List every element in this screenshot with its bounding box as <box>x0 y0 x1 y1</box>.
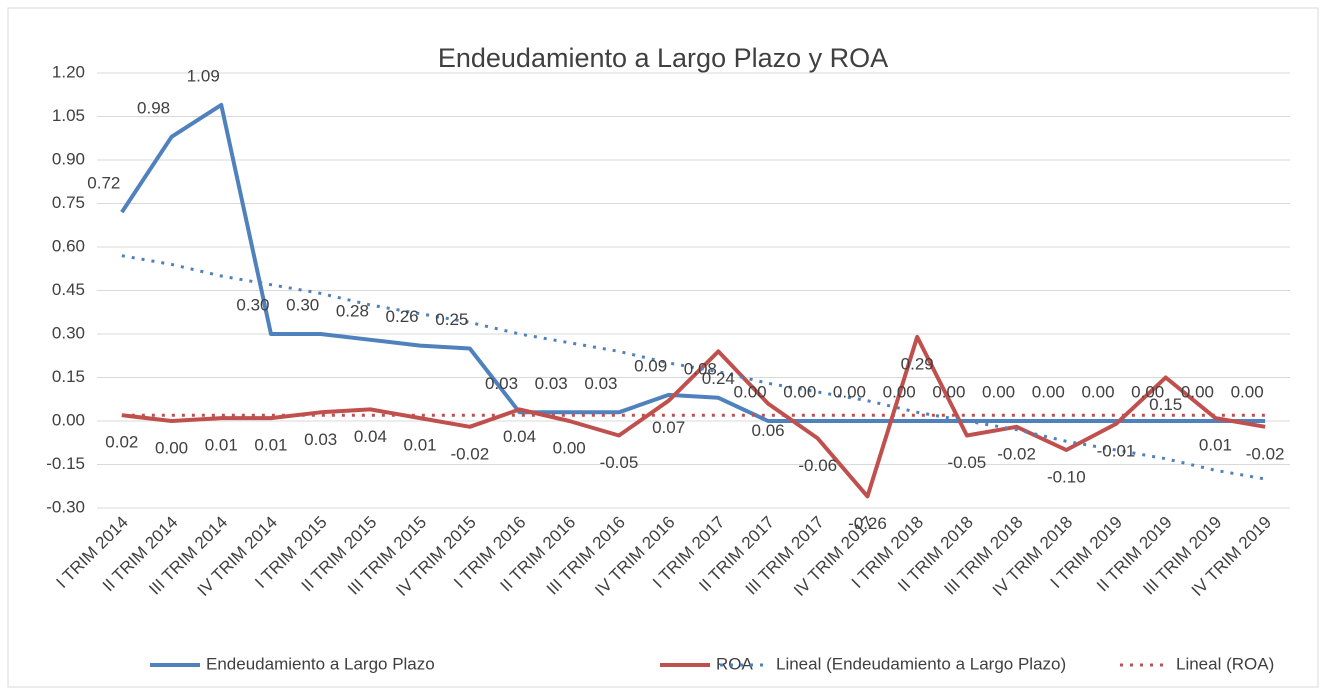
data-label: 0.01 <box>1199 436 1232 455</box>
y-tick-label: 0.45 <box>52 280 85 299</box>
data-label: 0.26 <box>386 307 419 326</box>
data-label: -0.05 <box>600 453 639 472</box>
data-label: -0.02 <box>1246 444 1285 463</box>
data-label: 0.30 <box>286 295 319 314</box>
y-tick-label: 0.00 <box>52 410 85 429</box>
legend-label: Lineal (ROA) <box>1176 654 1274 673</box>
data-label: 0.00 <box>833 382 866 401</box>
data-label: 0.00 <box>1032 382 1065 401</box>
data-label: 0.00 <box>932 382 965 401</box>
data-label: 0.24 <box>702 369 735 388</box>
y-tick-label: 0.60 <box>52 236 85 255</box>
series-line <box>121 334 1266 499</box>
data-label: 0.00 <box>1081 382 1114 401</box>
data-label: -0.02 <box>997 444 1036 463</box>
data-label: -0.26 <box>848 514 887 533</box>
data-label: 0.03 <box>584 374 617 393</box>
data-label: 0.15 <box>1149 395 1182 414</box>
data-label: -0.01 <box>1097 441 1136 460</box>
data-label: 0.03 <box>535 374 568 393</box>
data-label: 0.00 <box>1131 382 1164 401</box>
data-label: 1.09 <box>187 66 220 85</box>
y-tick-label: 1.05 <box>52 106 85 125</box>
y-tick-label: 0.15 <box>52 367 85 386</box>
data-label: 0.07 <box>652 418 685 437</box>
data-label: -0.06 <box>798 456 837 475</box>
data-label: 0.01 <box>404 436 437 455</box>
y-tick-label: 0.75 <box>52 193 85 212</box>
legend-label: Lineal (Endeudamiento a Largo Plazo) <box>776 654 1066 673</box>
y-tick-label: -0.30 <box>46 497 85 516</box>
data-label: 0.00 <box>155 438 188 457</box>
data-label: 0.98 <box>137 98 170 117</box>
y-tick-label: 1.20 <box>52 62 85 81</box>
data-label: 0.00 <box>883 382 916 401</box>
data-label: 0.08 <box>684 359 717 378</box>
data-label: 0.02 <box>105 433 138 452</box>
data-label: -0.05 <box>948 453 987 472</box>
data-label: -0.02 <box>450 444 489 463</box>
y-tick-label: 0.30 <box>52 323 85 342</box>
y-tick-label: -0.15 <box>46 454 85 473</box>
data-label: 0.29 <box>901 354 934 373</box>
data-label: 0.00 <box>1181 382 1214 401</box>
data-label: 0.00 <box>553 438 586 457</box>
chart-title: Endeudamiento a Largo Plazo y ROA <box>438 43 888 73</box>
data-label: 0.06 <box>752 421 785 440</box>
y-tick-label: 0.90 <box>52 149 85 168</box>
trend-line <box>121 254 1266 481</box>
series-line <box>120 102 1266 423</box>
data-label: 0.04 <box>354 427 387 446</box>
data-label: 0.01 <box>254 436 287 455</box>
data-label: 0.00 <box>783 382 816 401</box>
data-label: 0.25 <box>435 310 468 329</box>
data-label: 0.28 <box>336 301 369 320</box>
data-label: 0.09 <box>634 356 667 375</box>
data-label: 0.03 <box>304 430 337 449</box>
data-label: -0.10 <box>1047 467 1086 486</box>
data-label: 0.72 <box>87 174 120 193</box>
data-label: 0.01 <box>205 436 238 455</box>
data-label: 0.00 <box>1231 382 1264 401</box>
legend-label: Endeudamiento a Largo Plazo <box>206 654 435 673</box>
data-label: 0.00 <box>982 382 1015 401</box>
data-label: 0.30 <box>236 295 269 314</box>
data-label: 0.03 <box>485 374 518 393</box>
data-label: 0.00 <box>734 382 767 401</box>
data-label: 0.04 <box>503 427 536 446</box>
legend-label: ROA <box>716 654 754 673</box>
